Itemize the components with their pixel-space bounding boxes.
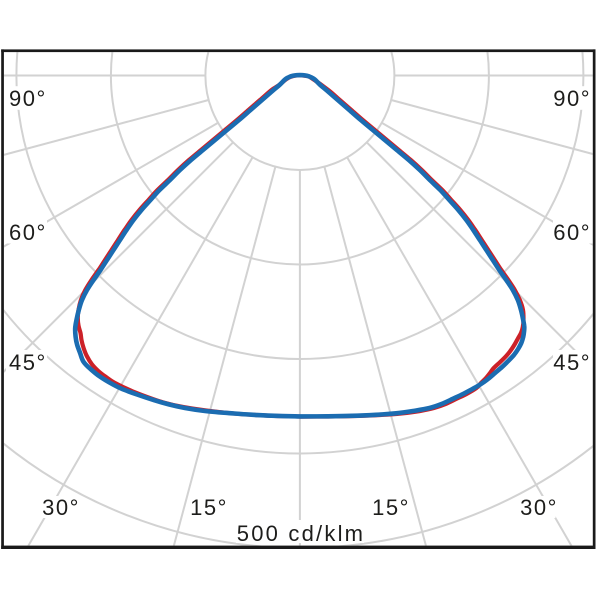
svg-text:500 cd/klm: 500 cd/klm (237, 521, 365, 546)
svg-text:15°: 15° (372, 495, 410, 520)
svg-text:90°: 90° (553, 86, 591, 111)
svg-text:45°: 45° (9, 350, 47, 375)
svg-text:60°: 60° (553, 220, 591, 245)
svg-text:90°: 90° (9, 86, 47, 111)
svg-text:15°: 15° (190, 495, 228, 520)
svg-text:30°: 30° (42, 495, 80, 520)
svg-text:30°: 30° (520, 495, 558, 520)
svg-text:60°: 60° (9, 220, 47, 245)
svg-text:45°: 45° (553, 350, 591, 375)
